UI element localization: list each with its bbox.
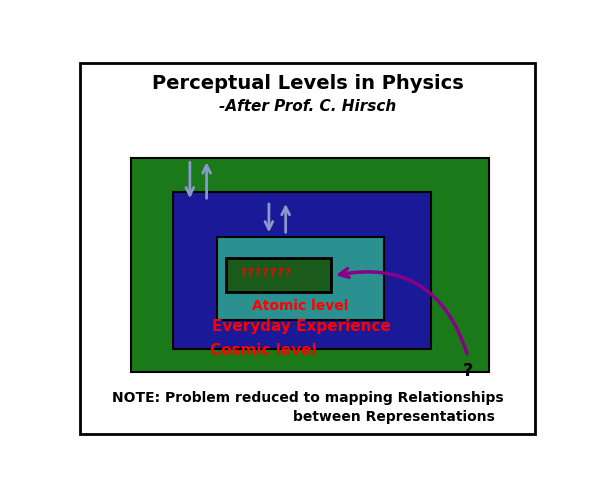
Text: Perceptual Levels in Physics: Perceptual Levels in Physics	[152, 74, 463, 93]
Text: ?: ?	[463, 362, 473, 380]
Text: Everyday Experience: Everyday Experience	[212, 318, 391, 334]
Text: -After Prof. C. Hirsch: -After Prof. C. Hirsch	[219, 99, 396, 114]
Text: between Representations: between Representations	[293, 410, 494, 424]
Text: Atomic level: Atomic level	[253, 299, 349, 313]
Text: ???????: ???????	[239, 267, 292, 280]
Bar	[226, 258, 331, 292]
FancyArrowPatch shape	[340, 269, 467, 354]
Bar	[217, 237, 384, 320]
Bar	[173, 192, 431, 349]
Text: Cosmic level: Cosmic level	[210, 343, 317, 358]
Text: NOTE: Problem reduced to mapping Relationships: NOTE: Problem reduced to mapping Relatio…	[112, 391, 503, 405]
Bar	[131, 157, 489, 371]
FancyBboxPatch shape	[80, 63, 535, 434]
